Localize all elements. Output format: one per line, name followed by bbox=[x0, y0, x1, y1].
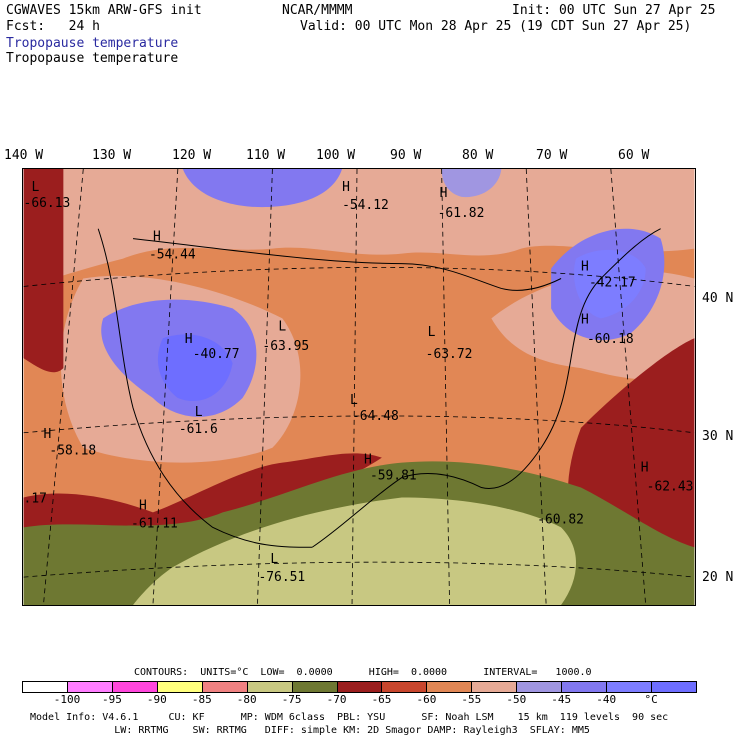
lon-label-60w: 60 W bbox=[618, 148, 650, 163]
colorbar-segment bbox=[246, 681, 293, 693]
center-value-1: -66.13 bbox=[24, 196, 71, 211]
lon-label-90w: 90 W bbox=[390, 148, 422, 163]
center-kind-5: H bbox=[581, 260, 589, 275]
center-kind-8: L bbox=[428, 325, 436, 340]
center-labels: L -66.13 H -54.12 H -61.82 H -54.44 H -4… bbox=[24, 180, 694, 585]
lat-label-30n: 30 N bbox=[702, 429, 734, 444]
colorbar-segment bbox=[336, 681, 383, 693]
center-value-10: -64.48 bbox=[352, 409, 399, 424]
center-value-7: -63.95 bbox=[262, 339, 309, 354]
center-value-2: -54.12 bbox=[342, 198, 389, 213]
colorbar-segment bbox=[201, 681, 248, 693]
center-kind-12: H bbox=[43, 427, 51, 442]
contours-info: CONTOURS: UNITS=°C LOW= 0.0000 HIGH= 0.0… bbox=[134, 667, 592, 678]
colorbar-segment bbox=[22, 681, 68, 693]
center-value-12: -58.18 bbox=[49, 444, 96, 459]
center-kind-16: H bbox=[139, 498, 147, 513]
center-value-5: -42.17 bbox=[589, 275, 636, 290]
west-coastline bbox=[97, 228, 313, 548]
colorbar-tick-label: -70 bbox=[326, 693, 347, 706]
center-kind-10: L bbox=[350, 393, 358, 408]
center-kind-14: H bbox=[641, 461, 649, 476]
center-value-16: -61.11 bbox=[131, 516, 178, 531]
center-value-18: -76.51 bbox=[258, 570, 305, 585]
cold-patch-north bbox=[441, 169, 502, 198]
center-value-15: .17 bbox=[24, 491, 47, 506]
center-value-9: -60.18 bbox=[587, 332, 634, 347]
colorbar-tick-label: -90 bbox=[146, 693, 167, 706]
lon-label-70w: 70 W bbox=[536, 148, 568, 163]
lat-label-40n: 40 N bbox=[702, 291, 734, 306]
center-kind-7: L bbox=[278, 319, 286, 334]
center-value-13: -59.81 bbox=[370, 469, 417, 484]
center-value-4: -54.44 bbox=[149, 248, 196, 263]
colorbar-tick-label: -100 bbox=[53, 693, 81, 706]
east-coastline bbox=[311, 228, 661, 548]
cold-core-west bbox=[157, 334, 233, 402]
center-value-11: -61.6 bbox=[179, 422, 218, 437]
colorbar-segment bbox=[606, 681, 653, 693]
center-value-6: -40.77 bbox=[193, 347, 240, 362]
colorbar-segment bbox=[66, 681, 113, 693]
lon-label-110w: 110 W bbox=[246, 148, 286, 163]
warm-band-south bbox=[23, 453, 382, 548]
valid-time: Valid: 00 UTC Mon 28 Apr 25 (19 CDT Sun … bbox=[300, 19, 692, 34]
gulf-region bbox=[133, 497, 577, 605]
center-value-3: -61.82 bbox=[438, 206, 485, 221]
model-info-line1: Model Info: V4.6.1 CU: KF MP: WDM 6class… bbox=[30, 712, 669, 723]
colorbar-segment bbox=[291, 681, 338, 693]
warm-strip-northwest bbox=[23, 169, 64, 373]
center-kind-6: H bbox=[185, 332, 193, 347]
cold-core-northeast bbox=[574, 249, 646, 319]
colorbar-segment bbox=[651, 681, 697, 693]
colorbar-tick-label: -65 bbox=[371, 693, 392, 706]
center-value-8: -63.72 bbox=[426, 347, 473, 362]
model-name: CGWAVES 15km ARW-GFS init bbox=[6, 3, 202, 18]
center-kind-4: H bbox=[153, 230, 161, 245]
center-kind-1: L bbox=[32, 180, 40, 195]
center-kind-13: H bbox=[364, 453, 372, 468]
center-kind-2: H bbox=[342, 180, 350, 195]
lon-label-100w: 100 W bbox=[316, 148, 356, 163]
field-title-blue: Tropopause temperature bbox=[6, 36, 179, 51]
colorbar-segment bbox=[561, 681, 608, 693]
tropopause-temperature-map: L -66.13 H -54.12 H -61.82 H -54.44 H -4… bbox=[22, 168, 696, 606]
colorbar-segment bbox=[381, 681, 428, 693]
center-kind-11: L bbox=[195, 405, 203, 420]
forecast-hour: Fcst: 24 h bbox=[6, 19, 100, 34]
colorbar-tick-label: -55 bbox=[461, 693, 482, 706]
lat-label-20n: 20 N bbox=[702, 570, 734, 585]
init-time: Init: 00 UTC Sun 27 Apr 25 bbox=[512, 3, 716, 18]
graticule bbox=[23, 169, 695, 605]
lon-label-80w: 80 W bbox=[462, 148, 494, 163]
colorbar-segment bbox=[516, 681, 563, 693]
colorbar-tick-label: °C bbox=[644, 693, 658, 706]
us-canada-border bbox=[132, 238, 562, 291]
colorbar-tick-label: -45 bbox=[551, 693, 572, 706]
colorbar-segment bbox=[426, 681, 473, 693]
colorbar-tick-label: -80 bbox=[236, 693, 257, 706]
lon-label-140w: 140 W bbox=[4, 148, 44, 163]
colorbar-tick-label: -50 bbox=[506, 693, 527, 706]
center-kind-3: H bbox=[440, 186, 448, 201]
colorbar-tick-label: -75 bbox=[281, 693, 302, 706]
colorbar-segment bbox=[111, 681, 158, 693]
organization: NCAR/MMMM bbox=[282, 3, 353, 18]
colorbar-segment bbox=[156, 681, 203, 693]
center-kind-18: L bbox=[270, 552, 278, 567]
field-title: Tropopause temperature bbox=[6, 51, 179, 66]
center-value-14: -62.43 bbox=[647, 480, 694, 495]
colorbar-tick-label: -40 bbox=[596, 693, 617, 706]
colorbar-tick-label: -60 bbox=[416, 693, 437, 706]
colorbar-tick-label: -85 bbox=[191, 693, 212, 706]
lon-label-130w: 130 W bbox=[92, 148, 132, 163]
lon-label-120w: 120 W bbox=[172, 148, 212, 163]
center-value-17: -60.82 bbox=[537, 512, 584, 527]
center-kind-9: H bbox=[581, 312, 589, 327]
cold-region-north bbox=[182, 169, 343, 208]
shade-band-north bbox=[23, 169, 695, 289]
model-info-line2: LW: RRTMG SW: RRTMG DIFF: simple KM: 2D … bbox=[30, 725, 590, 736]
colorbar-segment bbox=[471, 681, 518, 693]
colorbar-tick-label: -95 bbox=[101, 693, 122, 706]
